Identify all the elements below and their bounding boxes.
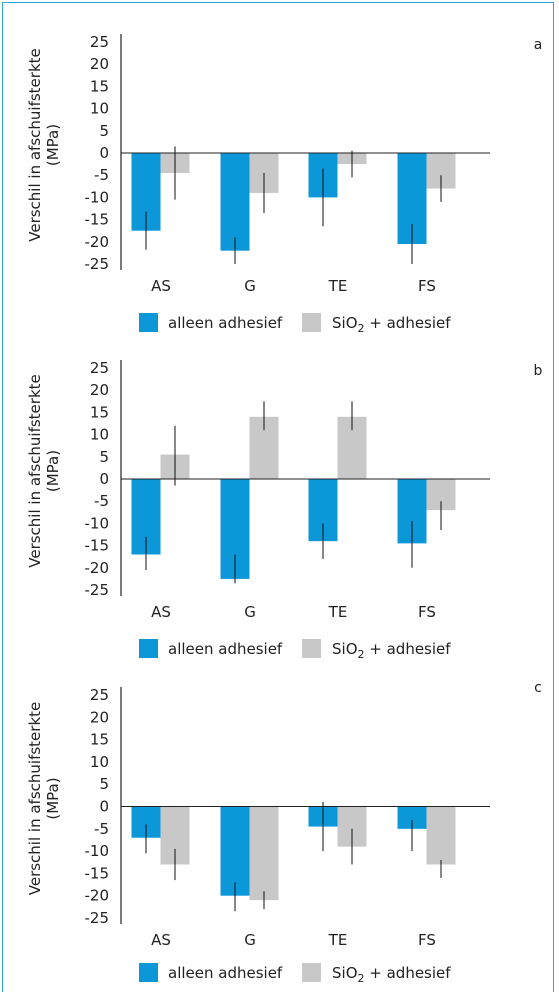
legend-label-gray: SiO2 + adhesief — [332, 640, 451, 661]
y-axis-unit: (MPa) — [44, 124, 62, 166]
panel-a: 25 20 15 10 5 0 -5 -10 -15 -20 -25 AS G TE FS a Verschil… — [26, 33, 542, 335]
y-tick-label: -20 — [85, 233, 110, 251]
y-tick-label: 15 — [90, 77, 109, 95]
y-tick-label: 5 — [99, 448, 109, 466]
category-label: G — [244, 277, 256, 295]
y-tick-label: -10 — [85, 842, 110, 860]
bar-G-series1 — [220, 153, 250, 251]
y-tick-label: 20 — [90, 55, 109, 73]
y-tick-label: -5 — [94, 820, 109, 838]
category-label: FS — [418, 603, 436, 621]
legend-swatch-gray — [302, 313, 321, 332]
category-label: FS — [418, 277, 436, 295]
panel-b: 25 20 15 10 5 0 -5 -10 -15 -20 -25 AS G TE FS b Verschil… — [26, 359, 543, 661]
legend-swatch-gray — [302, 963, 321, 982]
y-tick-label: 10 — [90, 426, 109, 444]
category-label: TE — [328, 931, 348, 949]
y-axis-title: Verschil in afschuifsterkte — [26, 702, 44, 896]
legend: alleen adhesief SiO2 + adhesief — [139, 963, 451, 985]
y-tick-label: -5 — [94, 166, 109, 184]
category-label: AS — [151, 603, 171, 621]
category-label: AS — [151, 931, 171, 949]
bar-FS-series1 — [397, 806, 427, 829]
legend: alleen adhesief SiO2 + adhesief — [139, 313, 451, 335]
y-axis-unit: (MPa) — [44, 777, 62, 819]
bar-G-series1 — [220, 806, 250, 896]
bar-FS-series2 — [426, 806, 456, 865]
bar-G-series2 — [249, 806, 279, 901]
y-axis-unit: (MPa) — [44, 450, 62, 492]
y-tick-label: 20 — [90, 381, 109, 399]
y-tick-label: 10 — [90, 100, 109, 118]
category-label: FS — [418, 931, 436, 949]
y-tick-label: 25 — [90, 33, 109, 51]
y-tick-label: 25 — [90, 686, 109, 704]
y-axis-title: Verschil in afschuifsterkte — [26, 374, 44, 568]
y-tick-label: 15 — [90, 403, 109, 421]
legend-label-blue: alleen adhesief — [168, 314, 283, 332]
y-tick-label: -25 — [85, 255, 110, 273]
y-tick-label: -5 — [94, 492, 109, 510]
legend-swatch-gray — [302, 639, 321, 658]
legend: alleen adhesief SiO2 + adhesief — [139, 639, 451, 661]
category-label: AS — [151, 277, 171, 295]
y-tick-label: 10 — [90, 753, 109, 771]
y-tick-label: -25 — [85, 581, 110, 599]
legend-label-blue: alleen adhesief — [168, 640, 283, 658]
y-tick-label: 0 — [99, 144, 109, 162]
category-label: TE — [328, 603, 348, 621]
y-tick-label: -15 — [85, 864, 110, 882]
panel-c: 25 20 15 10 5 0 -5 -10 -15 -20 -25 AS G TE FS c Verschil… — [26, 680, 542, 985]
y-tick-label: 20 — [90, 708, 109, 726]
legend-label-blue: alleen adhesief — [168, 964, 283, 982]
panel-letter: a — [534, 37, 543, 53]
y-tick-label: 5 — [99, 775, 109, 793]
y-tick-label: -15 — [85, 537, 110, 555]
category-label: TE — [328, 277, 348, 295]
y-tick-label: -10 — [85, 514, 110, 532]
y-tick-label: -15 — [85, 211, 110, 229]
panel-letter: c — [534, 680, 542, 696]
legend-swatch-blue — [139, 639, 158, 658]
y-tick-label: -20 — [85, 887, 110, 905]
legend-swatch-blue — [139, 313, 158, 332]
y-tick-label: -25 — [85, 909, 110, 927]
legend-swatch-blue — [139, 963, 158, 982]
y-axis-title: Verschil in afschuifsterkte — [26, 48, 44, 242]
y-tick-label: -10 — [85, 188, 110, 206]
y-tick-label: -20 — [85, 559, 110, 577]
legend-label-gray: SiO2 + adhesief — [332, 964, 451, 985]
y-tick-label: 25 — [90, 359, 109, 377]
category-label: G — [244, 603, 256, 621]
category-label: G — [244, 931, 256, 949]
panel-letter: b — [534, 363, 543, 379]
y-tick-label: 15 — [90, 731, 109, 749]
legend-label-gray: SiO2 + adhesief — [332, 314, 451, 335]
y-tick-label: 5 — [99, 122, 109, 140]
y-tick-label: 0 — [99, 470, 109, 488]
y-tick-label: 0 — [99, 798, 109, 816]
